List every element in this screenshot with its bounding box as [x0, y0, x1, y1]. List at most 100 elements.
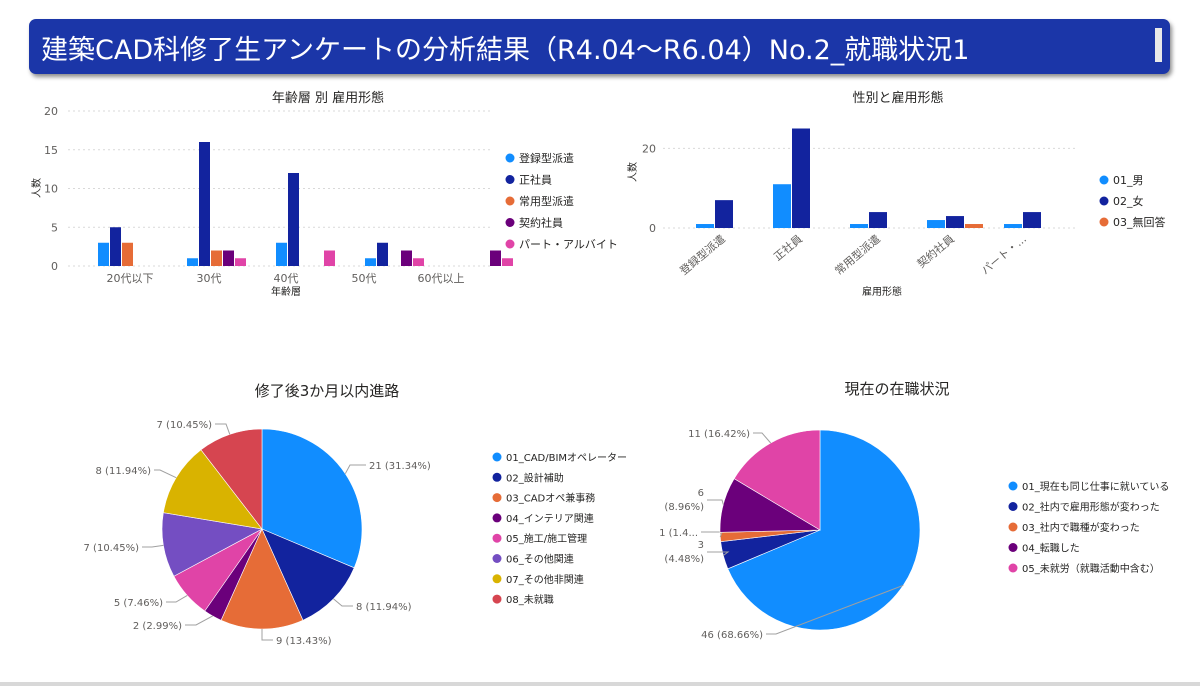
banner-scrollbar[interactable] — [1155, 28, 1162, 62]
bar[interactable] — [377, 242, 388, 266]
bar[interactable] — [365, 258, 376, 266]
pie-data-label: 7 (10.45%) — [157, 420, 213, 431]
pie-data-label: 21 (31.34%) — [369, 461, 431, 472]
legend-label: パート・アルバイト — [519, 238, 618, 251]
bar[interactable] — [1004, 224, 1022, 228]
bar[interactable] — [223, 250, 234, 267]
legend-label: 01_現在も同じ仕事に就いている — [1022, 480, 1169, 493]
legend-marker — [1099, 175, 1109, 185]
legend-marker — [492, 513, 502, 523]
legend-label: 常用型派遣 — [519, 194, 574, 208]
y-tick-label: 0 — [649, 222, 656, 235]
title-banner: 建築CAD科修了生アンケートの分析結果（R4.04〜R6.04）No.2_就職状… — [29, 19, 1170, 74]
bar[interactable] — [502, 258, 513, 266]
bar[interactable] — [276, 242, 287, 266]
legend-label: 02_設計補助 — [506, 471, 564, 484]
legend-marker — [505, 153, 515, 163]
pie-leader-line — [215, 423, 231, 435]
y-tick-label: 15 — [44, 144, 58, 157]
x-axis-title: 雇用形態 — [862, 285, 902, 298]
pie-slice[interactable] — [733, 429, 821, 531]
pie-slice[interactable] — [261, 428, 363, 569]
legend-marker — [1008, 563, 1018, 573]
y-tick-label: 0 — [51, 260, 58, 273]
bar[interactable] — [1023, 212, 1041, 228]
pie-data-label: (4.48%) — [664, 554, 704, 565]
legend-label: 契約社員 — [519, 216, 563, 230]
bar[interactable] — [965, 224, 983, 228]
pie-leader-line — [333, 598, 353, 607]
legend-marker — [492, 493, 502, 503]
bar[interactable] — [792, 128, 810, 229]
bar[interactable] — [850, 224, 868, 228]
pie-slice[interactable] — [162, 449, 263, 530]
bar[interactable] — [773, 184, 791, 228]
legend-marker — [492, 594, 502, 604]
bar[interactable] — [199, 142, 210, 266]
pie-slice[interactable] — [261, 528, 355, 621]
legend-marker — [505, 175, 515, 184]
legend-label: 08_未就職 — [506, 593, 554, 606]
bar[interactable] — [98, 242, 109, 266]
bar[interactable] — [324, 250, 335, 267]
legend-label: 04_転職した — [1022, 543, 1080, 555]
bar-chart-title: 年齢層 別 雇用形態 — [272, 90, 384, 106]
legend-marker — [492, 574, 502, 584]
bar[interactable] — [187, 258, 198, 266]
pie-leader-line — [707, 499, 724, 505]
pie-data-label: 9 (13.43%) — [276, 636, 332, 647]
bar[interactable] — [946, 216, 964, 228]
pie-data-label: 11 (16.42%) — [688, 429, 750, 440]
y-axis-title: 人数 — [30, 178, 43, 198]
bar[interactable] — [401, 250, 412, 267]
legend-marker — [1008, 522, 1018, 532]
bar[interactable] — [413, 258, 424, 266]
page-title: 建築CAD科修了生アンケートの分析結果（R4.04〜R6.04）No.2_就職状… — [41, 35, 970, 66]
bar[interactable] — [869, 212, 887, 228]
x-tick-label: 常用型派遣 — [832, 232, 883, 278]
x-tick-label: 40代 — [274, 272, 299, 285]
legend-label: 02_女 — [1113, 194, 1144, 208]
bar[interactable] — [288, 173, 299, 266]
pie-leader-line — [766, 584, 904, 635]
legend-marker — [1099, 217, 1109, 227]
bar[interactable] — [715, 200, 733, 228]
bar[interactable] — [110, 227, 121, 266]
legend-marker — [492, 472, 502, 482]
bar[interactable] — [927, 220, 945, 228]
y-tick-label: 20 — [642, 142, 656, 155]
legend-label: 05_施工/施工管理 — [506, 532, 587, 545]
x-tick-label: 50代 — [352, 272, 377, 285]
legend-label: 01_男 — [1113, 174, 1144, 187]
bar[interactable] — [490, 250, 501, 267]
legend-label: 正社員 — [519, 173, 552, 187]
legend-label: 05_未就労（就職活動中含む） — [1022, 562, 1160, 575]
x-tick-label: 登録型派遣 — [677, 232, 728, 278]
legend-marker — [1008, 481, 1018, 491]
pie-slice[interactable] — [200, 428, 263, 530]
legend-label: 01_CAD/BIMオペレーター — [506, 452, 627, 464]
legend-marker — [492, 533, 502, 543]
bar[interactable] — [696, 224, 714, 228]
x-tick-label: 30代 — [197, 272, 222, 285]
pie-data-label: 2 (2.99%) — [133, 621, 182, 632]
pie-data-label: 8 (11.94%) — [356, 602, 412, 613]
pie-data-label: 1 (1.4... — [659, 528, 698, 539]
y-axis-title: 人数 — [626, 162, 639, 182]
pie-slice[interactable] — [220, 528, 304, 630]
bar[interactable] — [122, 242, 133, 266]
legend-marker — [505, 196, 515, 206]
legend-label: 03_無回答 — [1113, 215, 1166, 229]
y-tick-label: 5 — [51, 221, 58, 234]
bar[interactable] — [211, 250, 222, 267]
pie-leader-line — [142, 544, 164, 548]
pie-data-label: 8 (11.94%) — [96, 466, 152, 477]
x-axis-title: 年齢層 — [271, 285, 301, 298]
legend-label: 04_インテリア関連 — [506, 512, 594, 525]
x-tick-label: 20代以下 — [107, 272, 154, 285]
y-tick-label: 10 — [44, 183, 58, 196]
legend-label: 07_その他非関連 — [506, 573, 584, 586]
bar[interactable] — [235, 258, 246, 266]
pie-slice[interactable] — [727, 429, 921, 631]
